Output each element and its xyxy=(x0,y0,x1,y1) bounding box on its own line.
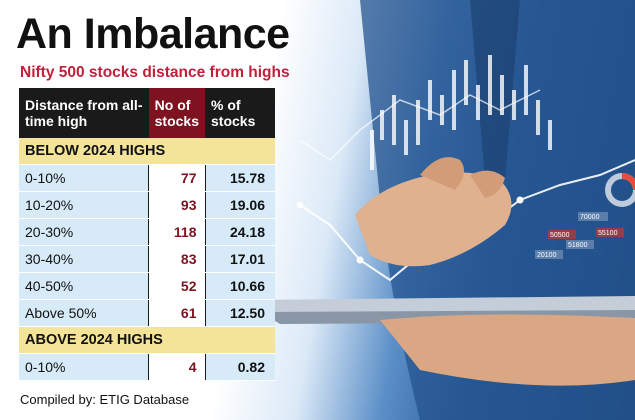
cell-percent: 0.82 xyxy=(205,353,275,381)
cell-count: 52 xyxy=(148,272,206,300)
subtitle: Nifty 500 stocks distance from highs xyxy=(20,64,290,81)
source-credit: Compiled by: ETIG Database xyxy=(20,392,190,407)
cell-range: 10-20% xyxy=(19,191,149,219)
cell-range: 20-30% xyxy=(19,218,149,246)
section-row: ABOVE 2024 HIGHS xyxy=(19,326,275,354)
tag-value: 50500 xyxy=(550,232,570,239)
cell-range: 0-10% xyxy=(19,353,149,381)
table-row: Above 50% 61 12.50 xyxy=(19,299,275,327)
cell-count: 4 xyxy=(148,353,206,381)
cell-percent: 15.78 xyxy=(205,164,275,192)
page-title: An Imbalance xyxy=(16,10,290,58)
data-table: Distance from all-time high No of stocks… xyxy=(19,88,275,381)
column-header-count: No of stocks xyxy=(148,88,205,138)
cell-percent: 19.06 xyxy=(205,191,275,219)
cell-percent: 12.50 xyxy=(205,299,275,327)
column-header-percent: % of stocks xyxy=(205,88,275,138)
column-header-distance: Distance from all-time high xyxy=(19,88,149,138)
table-header-row: Distance from all-time high No of stocks… xyxy=(19,88,275,138)
cell-percent: 24.18 xyxy=(205,218,275,246)
cell-count: 83 xyxy=(148,245,206,273)
hand xyxy=(355,172,512,267)
section-row: BELOW 2024 HIGHS xyxy=(19,138,275,165)
section-label: ABOVE 2024 HIGHS xyxy=(19,326,275,354)
tag-value: 20100 xyxy=(537,252,557,259)
cell-range: 40-50% xyxy=(19,272,149,300)
section-label: BELOW 2024 HIGHS xyxy=(19,138,275,165)
table-row: 20-30% 118 24.18 xyxy=(19,218,275,246)
cell-range: 0-10% xyxy=(19,164,149,192)
cell-range: Above 50% xyxy=(19,299,149,327)
cell-count: 61 xyxy=(148,299,206,327)
cell-count: 93 xyxy=(148,191,206,219)
cell-count: 118 xyxy=(148,218,206,246)
cell-percent: 17.01 xyxy=(205,245,275,273)
table-row: 40-50% 52 10.66 xyxy=(19,272,275,300)
tag-value: 51800 xyxy=(568,242,588,249)
cell-count: 77 xyxy=(148,164,206,192)
cell-range: 30-40% xyxy=(19,245,149,273)
tag-value: 55100 xyxy=(598,230,618,237)
table-row: 10-20% 93 19.06 xyxy=(19,191,275,219)
cell-percent: 10.66 xyxy=(205,272,275,300)
table-row: 30-40% 83 17.01 xyxy=(19,245,275,273)
table-row: 0-10% 4 0.82 xyxy=(19,353,275,381)
tag-value: 70000 xyxy=(580,214,600,221)
table-row: 0-10% 77 15.78 xyxy=(19,164,275,192)
